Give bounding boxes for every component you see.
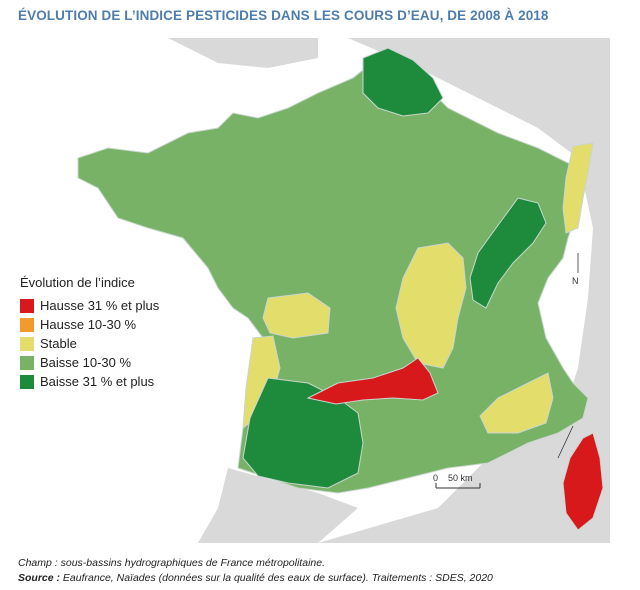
neighbour-land-uk	[168, 38, 318, 68]
scale-zero: 0	[433, 473, 438, 483]
region-north	[362, 47, 444, 117]
region-jura	[469, 197, 547, 309]
legend-item-hausse: Hausse 10-30 %	[20, 315, 159, 334]
legend-label: Baisse 10-30 %	[40, 355, 132, 370]
north-label: N	[572, 276, 579, 286]
map-title: ÉVOLUTION DE L’INDICE PESTICIDES DANS LE…	[18, 8, 549, 23]
legend-label: Baisse 31 % et plus	[40, 374, 155, 389]
scale-label: 50 km	[448, 473, 473, 483]
legend-label: Stable	[40, 336, 77, 351]
legend-label: Hausse 31 % et plus	[40, 298, 160, 313]
footer-champ: Champ : sous-bassins hydrographiques de …	[18, 557, 325, 569]
north-arrow: N	[572, 253, 579, 286]
region-hausse-band	[306, 357, 439, 405]
corsica-leader-line	[557, 425, 574, 459]
region-charente	[262, 292, 331, 339]
region-corsica	[562, 432, 604, 531]
legend-swatch	[20, 336, 34, 351]
legend: Évolution de l’indice Hausse 31 % et plu…	[20, 275, 159, 391]
footer-source-label: Source :	[18, 572, 61, 584]
legend-item-stable: Stable	[20, 334, 159, 353]
footer-source-text: Eaufrance, Naïades (données sur la quali…	[60, 572, 493, 584]
neighbour-land-spain	[198, 468, 358, 543]
region-alsace	[562, 142, 594, 234]
legend-item-hausse-forte: Hausse 31 % et plus	[20, 296, 159, 315]
legend-swatch	[20, 298, 34, 313]
legend-swatch	[20, 355, 34, 370]
legend-swatch	[20, 317, 34, 332]
legend-label: Hausse 10-30 %	[40, 317, 137, 332]
map-frame: N 0 50 km	[18, 38, 610, 543]
scale-bar: 0 50 km	[433, 473, 481, 489]
legend-item-baisse-forte: Baisse 31 % et plus	[20, 372, 159, 391]
footer: Champ : sous-bassins hydrographiques de …	[18, 556, 493, 586]
footer-source: Source : Eaufrance, Naïades (données sur…	[18, 571, 493, 586]
legend-title: Évolution de l’indice	[20, 275, 135, 290]
region-provence	[479, 372, 554, 434]
region-centre-east	[395, 242, 467, 369]
legend-item-baisse: Baisse 10-30 %	[20, 353, 159, 372]
france-map: N 0 50 km	[77, 38, 610, 543]
legend-swatch	[20, 374, 34, 389]
